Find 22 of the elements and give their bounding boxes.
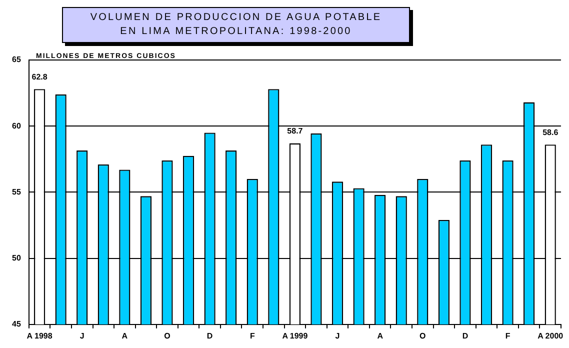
x-tick-label: F	[505, 331, 510, 340]
data-label: 58.7	[287, 126, 304, 136]
x-tick-label: A 1998	[26, 331, 53, 340]
x-tick-label: D	[206, 331, 213, 340]
data-label: 62.8	[32, 72, 48, 82]
data-label: 58.6	[542, 128, 559, 137]
x-tick-label: A 1999	[282, 331, 308, 340]
y-tick-label: 60	[12, 121, 22, 130]
chart-title: VOLUMEN DE PRODUCCION DE AGUA POTABLE EN LIMA METROPOLITANA: 1998-2000	[62, 7, 410, 43]
x-tick-label: A	[377, 331, 384, 340]
x-tick-label: O	[164, 331, 170, 340]
y-tick-label: 55	[12, 187, 22, 196]
y-tick-label: 45	[12, 320, 22, 329]
x-tick-label: D	[462, 331, 468, 340]
y-tick-label: 50	[12, 254, 22, 263]
x-tick-label: J	[335, 331, 340, 340]
x-tick-label: J	[80, 331, 84, 340]
y-tick-label: 65	[12, 55, 22, 64]
x-tick-label: F	[250, 331, 255, 340]
x-tick-label: A 2000	[538, 331, 564, 340]
x-tick-label: O	[420, 331, 426, 340]
x-tick-label: A	[122, 331, 128, 340]
